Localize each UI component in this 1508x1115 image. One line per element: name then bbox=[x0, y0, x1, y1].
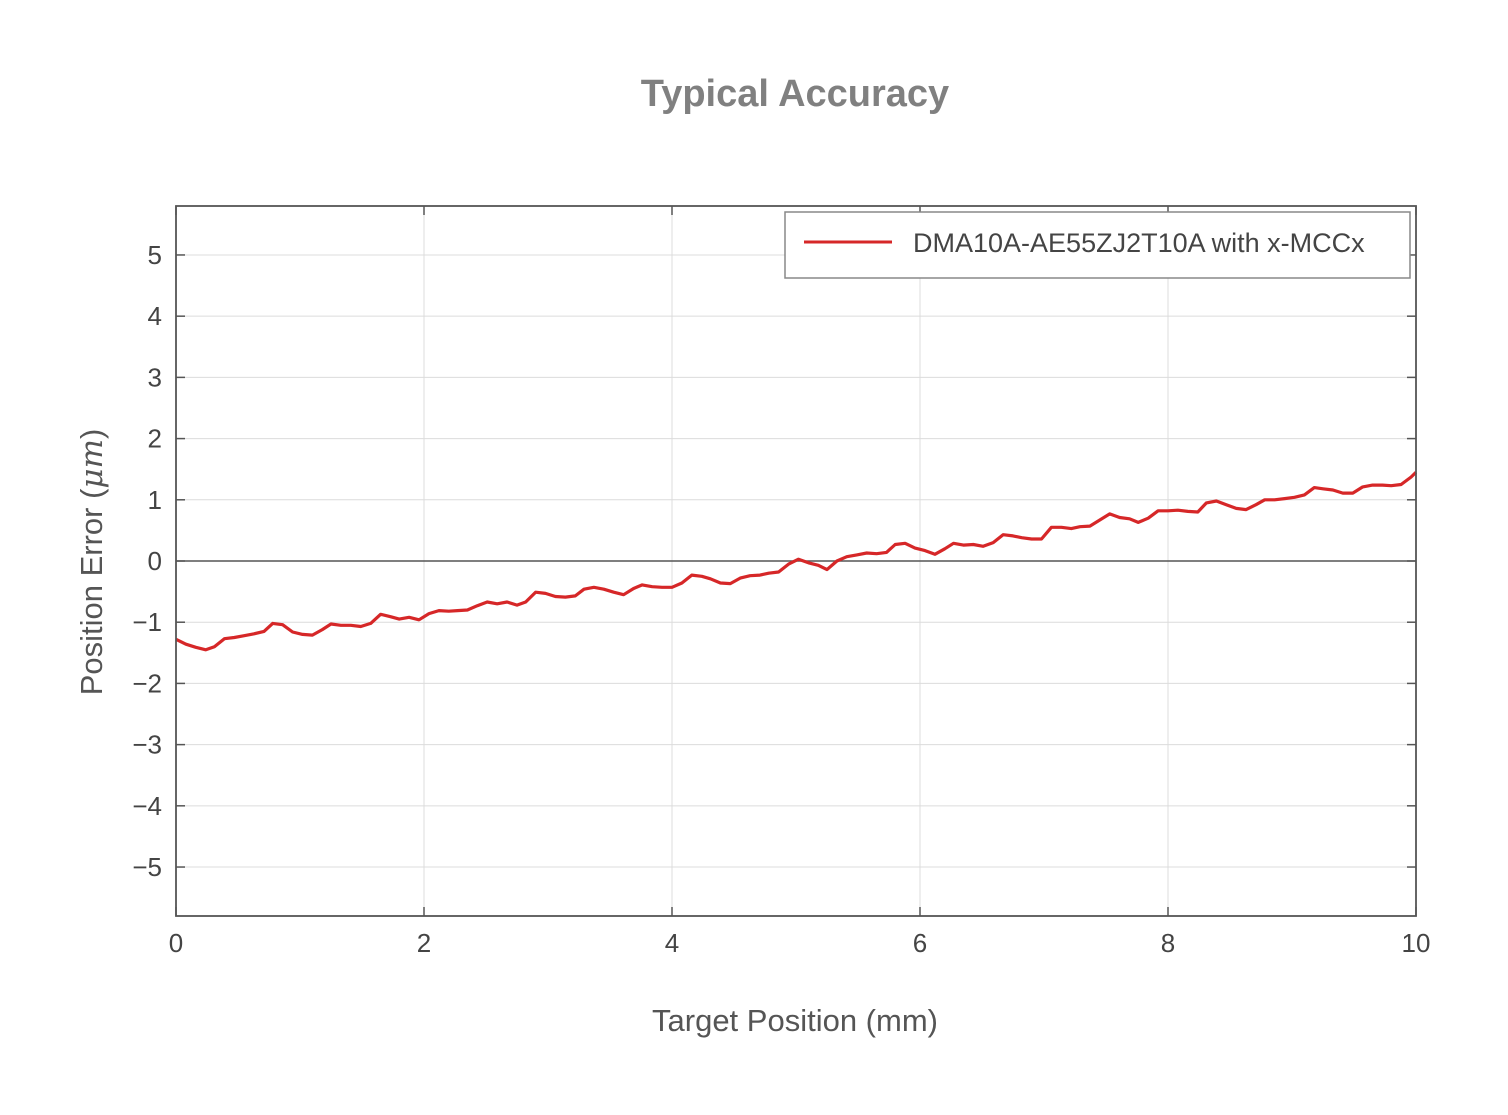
plot-frame bbox=[175, 205, 1417, 917]
y-tick-label: 0 bbox=[148, 546, 162, 576]
legend-label: DMA10A-AE55ZJ2T10A with x-MCCx bbox=[913, 228, 1365, 258]
y-axis-label-unit: μm bbox=[74, 439, 110, 489]
y-tick-label: 4 bbox=[148, 301, 162, 331]
x-tick-label: 2 bbox=[417, 928, 431, 958]
y-tick-label: 5 bbox=[148, 240, 162, 270]
x-tick-label: 6 bbox=[913, 928, 927, 958]
legend: DMA10A-AE55ZJ2T10A with x-MCCx bbox=[784, 211, 1411, 279]
x-tick-label: 10 bbox=[1402, 928, 1431, 958]
x-tick-label: 4 bbox=[665, 928, 679, 958]
y-tick-label: 2 bbox=[148, 424, 162, 454]
legend-box bbox=[784, 211, 1411, 279]
x-tick-labels: 0 2 4 6 8 10 bbox=[169, 928, 1431, 958]
chart-title: Typical Accuracy bbox=[641, 73, 949, 115]
y-axis-label-main: Position Error ( bbox=[74, 488, 109, 695]
y-tick-label: 3 bbox=[148, 362, 162, 392]
x-tick-label: 8 bbox=[1161, 928, 1175, 958]
y-tick-label: −5 bbox=[132, 852, 162, 882]
series-line bbox=[175, 471, 1418, 652]
series-layer bbox=[175, 471, 1418, 652]
y-tick-label: −4 bbox=[132, 791, 162, 821]
y-tick-label: 1 bbox=[148, 485, 162, 515]
y-axis-label-end: ) bbox=[74, 429, 109, 439]
y-axis-label: Position Error (μm) bbox=[74, 429, 110, 696]
x-axis-label: Target Position (mm) bbox=[652, 1003, 938, 1038]
y-tick-label: −2 bbox=[132, 668, 162, 698]
y-tick-label: −1 bbox=[132, 607, 162, 637]
x-tick-label: 0 bbox=[169, 928, 183, 958]
y-tick-labels: 5 4 3 2 1 0 −1 −2 −3 −4 −5 bbox=[132, 240, 162, 882]
y-tick-label: −3 bbox=[132, 730, 162, 760]
